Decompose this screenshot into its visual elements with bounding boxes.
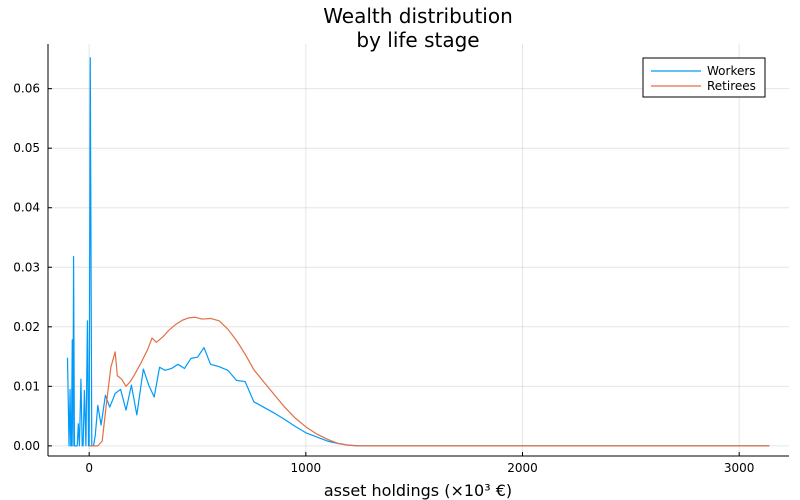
x-tick-label: 0 — [85, 461, 93, 475]
legend-label-retirees: Retirees — [707, 79, 756, 93]
legend: Workers Retirees — [642, 57, 766, 98]
y-tick-label: 0.02 — [13, 320, 40, 334]
x-axis-ticks: 0 1000 2000 3000 — [85, 452, 754, 475]
y-tick-label: 0.00 — [13, 439, 40, 453]
chart-title-line-2: by life stage — [356, 28, 479, 52]
legend-label-workers: Workers — [707, 64, 756, 78]
y-axis-ticks: 0.00 0.01 0.02 0.03 0.04 0.05 0.06 — [13, 82, 52, 453]
series-line-workers — [66, 57, 770, 447]
y-tick-label: 0.03 — [13, 260, 40, 274]
x-tick-label: 2000 — [507, 461, 538, 475]
y-tick-label: 0.01 — [13, 379, 40, 393]
series-line-retirees — [89, 316, 770, 447]
y-tick-label: 0.05 — [13, 141, 40, 155]
x-tick-label: 1000 — [291, 461, 322, 475]
grid — [48, 44, 789, 456]
legend-box — [642, 57, 766, 98]
x-tick-label: 3000 — [724, 461, 755, 475]
y-tick-label: 0.04 — [13, 201, 40, 215]
series — [66, 57, 770, 447]
chart-title-line-1: Wealth distribution — [323, 4, 513, 28]
y-tick-label: 0.06 — [13, 82, 40, 96]
x-axis-label: asset holdings (×10³ €) — [324, 481, 512, 500]
